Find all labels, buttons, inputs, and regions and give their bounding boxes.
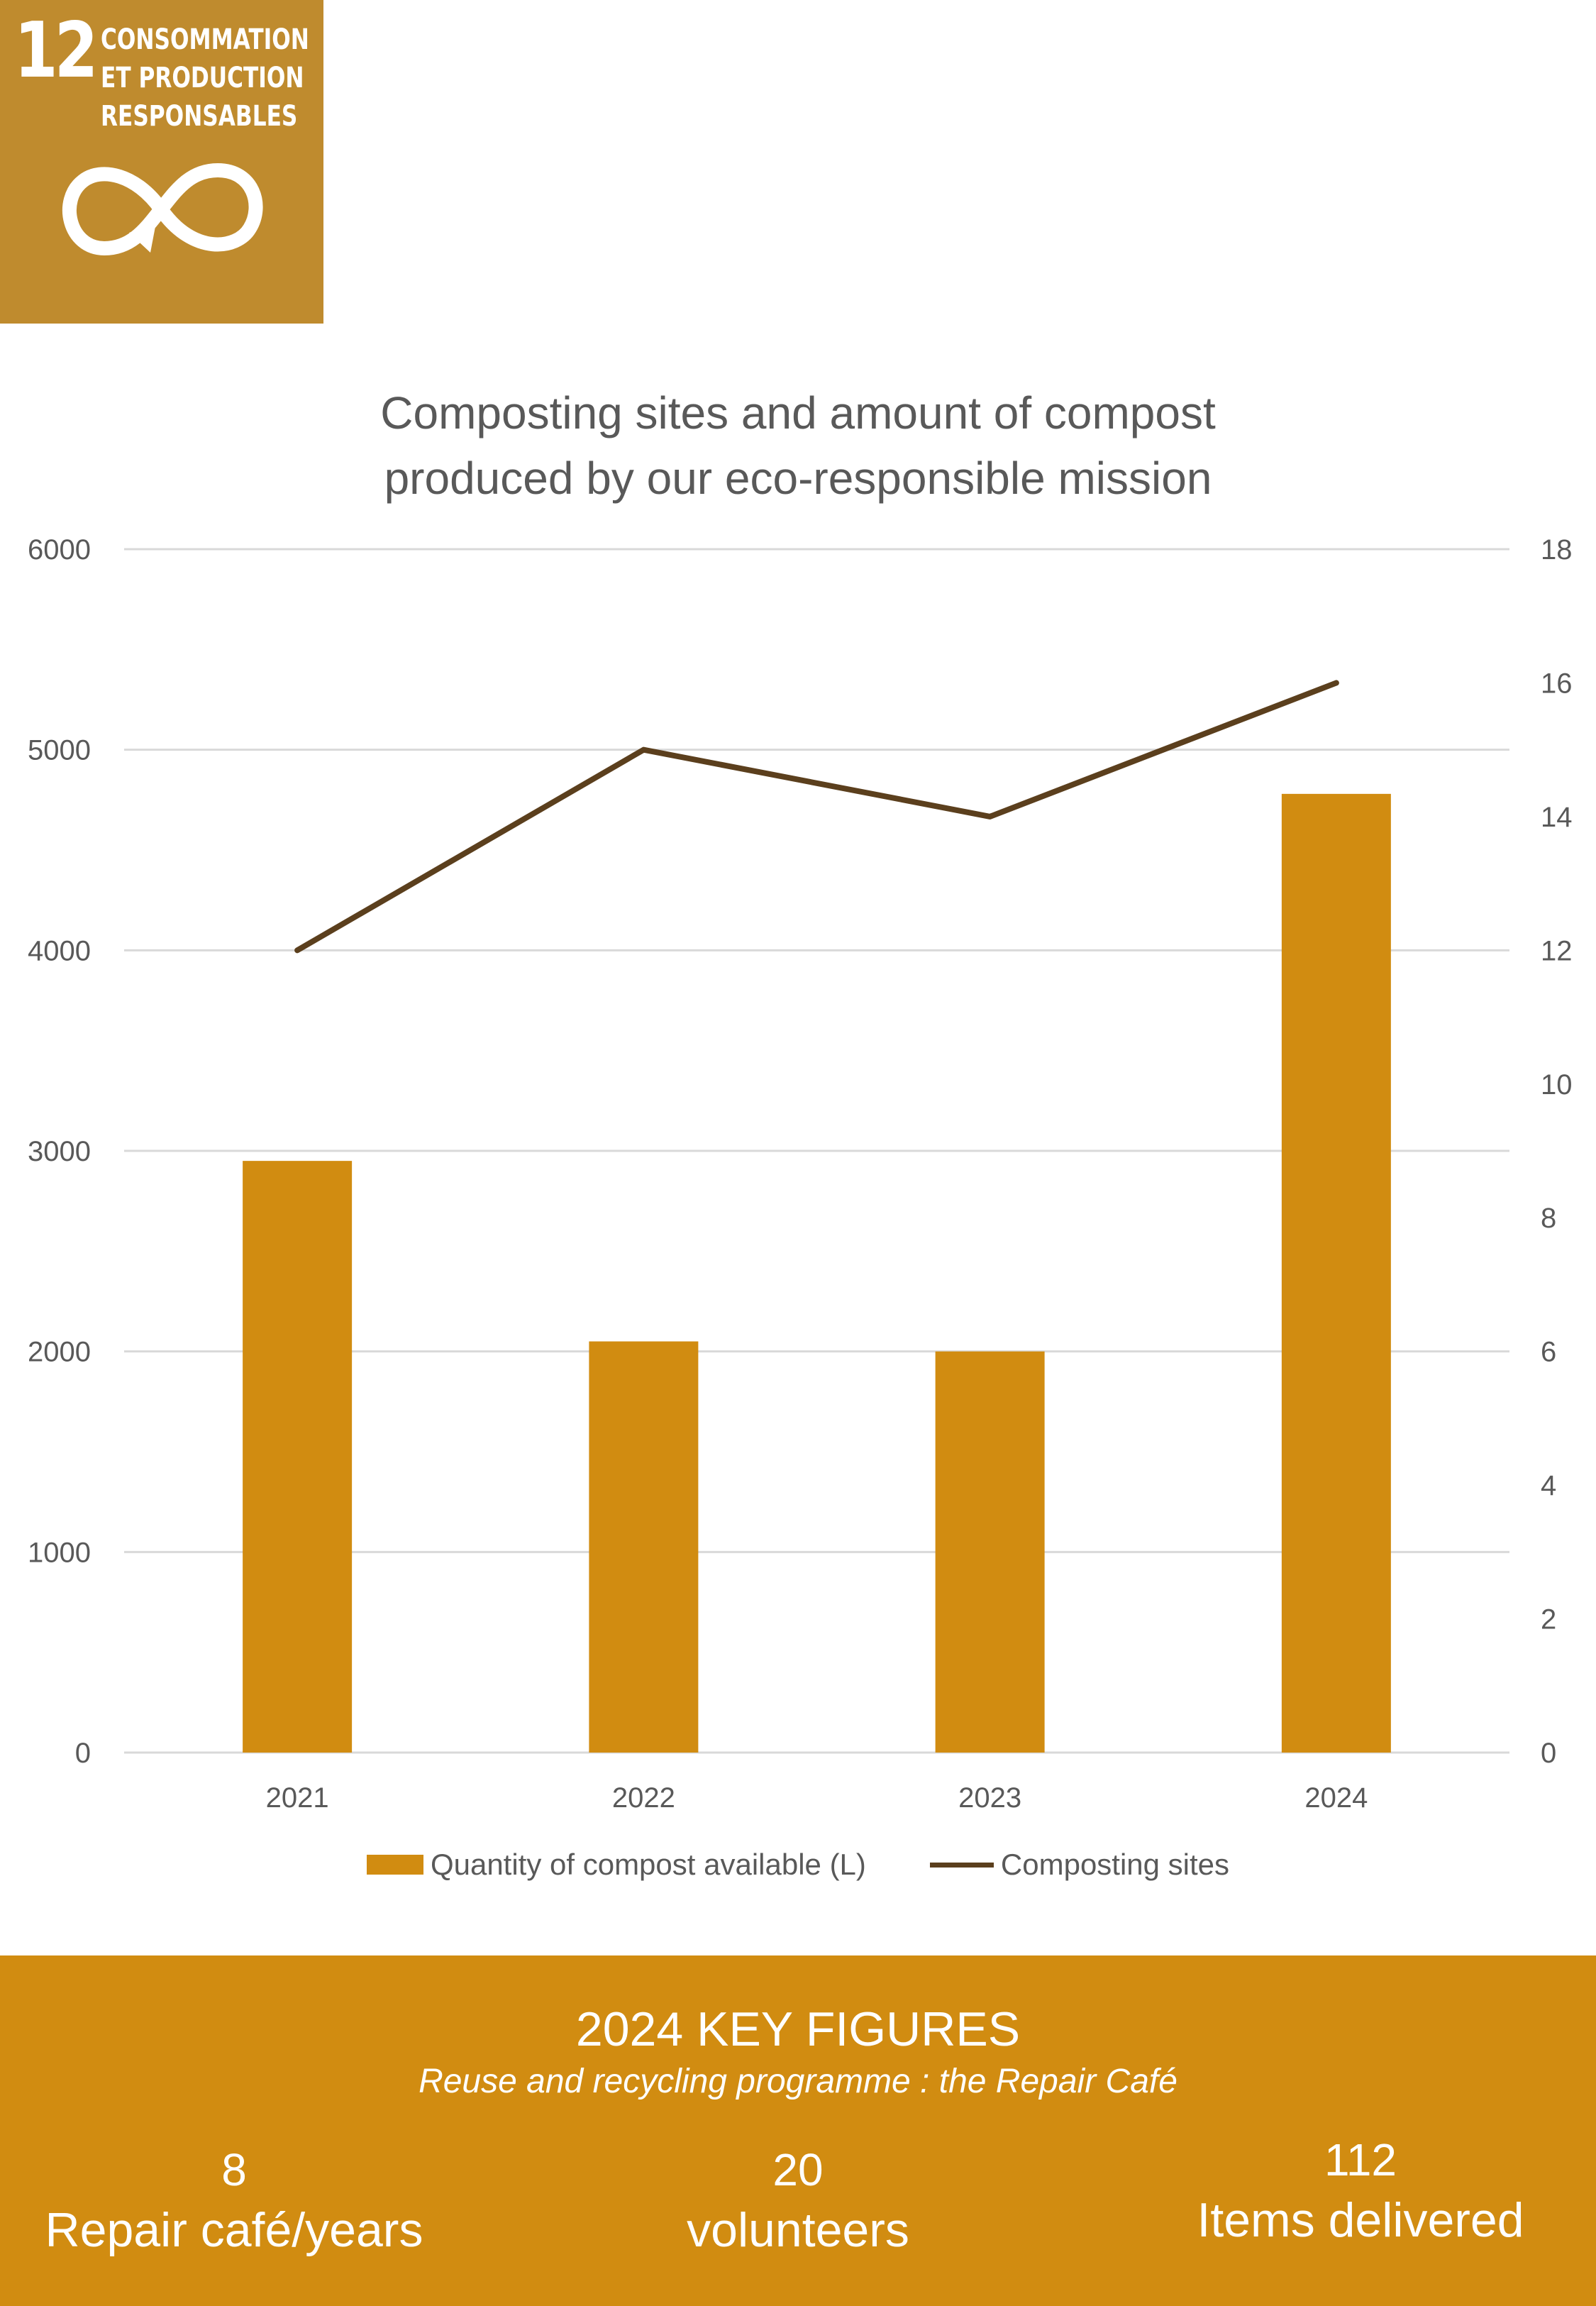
right-tick-label: 10	[1541, 1069, 1573, 1100]
compost-chart: 0 1000 2000 3000 4000 5000 6000 0 2 4 6 8 10 12 14 16 1…	[28, 534, 1573, 1814]
figure-value: 8	[221, 2144, 247, 2195]
x-tick-label: 2022	[612, 1782, 675, 1814]
sdg-title-line-3: RESPONSABLES	[101, 100, 298, 133]
key-figures-subtitle: Reuse and recycling programme : the Repa…	[419, 2063, 1177, 2100]
sdg-12-badge: 12 CONSOMMATION ET PRODUCTION RESPONSABL…	[0, 0, 323, 324]
left-tick-label: 3000	[28, 1136, 91, 1167]
right-tick-label: 8	[1541, 1203, 1556, 1234]
legend-item-compost: Quantity of compost available (L)	[366, 1848, 866, 1882]
chart-title-line-1: Composting sites and amount of compost	[380, 387, 1216, 438]
figure-items-delivered: 112 Items delivered	[1112, 2131, 1596, 2252]
composting-sites-line	[294, 680, 1339, 954]
right-tick-label: 12	[1541, 935, 1573, 966]
bar-2022	[589, 1341, 699, 1753]
line-series	[294, 680, 1339, 954]
bar-2021	[243, 1161, 353, 1753]
legend-swatch-line	[929, 1862, 994, 1868]
sdg-title-line-2: ET PRODUCTION	[101, 62, 304, 94]
figure-value: 112	[1324, 2134, 1397, 2185]
grid-lines	[124, 548, 1509, 1754]
right-tick-label: 4	[1541, 1470, 1556, 1501]
chart-legend: Quantity of compost available (L) Compos…	[0, 1848, 1596, 1882]
figure-label: Repair café/years	[45, 2203, 423, 2257]
x-tick-label: 2021	[266, 1782, 329, 1814]
infinity-arrow-icon	[62, 162, 263, 256]
right-tick-label: 14	[1541, 802, 1573, 833]
sdg-title-line-1: CONSOMMATION	[101, 23, 309, 56]
right-tick-label: 6	[1541, 1337, 1556, 1368]
legend-swatch-bar	[366, 1855, 423, 1875]
left-tick-label: 0	[75, 1738, 91, 1769]
key-figures-title: 2024 KEY FIGURES	[575, 2002, 1021, 2056]
figure-label: volunteers	[687, 2203, 909, 2257]
legend-label-compost: Quantity of compost available (L)	[430, 1848, 866, 1881]
figure-repair-cafe: 8 Repair café/years	[0, 2141, 482, 2262]
left-tick-label: 2000	[28, 1337, 91, 1368]
right-tick-label: 2	[1541, 1604, 1556, 1635]
sdg-number: 12	[14, 6, 98, 95]
bars-series	[243, 793, 1391, 1753]
left-axis-ticks: 0 1000 2000 3000 4000 5000 6000	[28, 534, 91, 1769]
legend-item-sites: Composting sites	[929, 1848, 1230, 1882]
chart-title: Composting sites and amount of compost p…	[0, 380, 1596, 511]
right-tick-label: 18	[1541, 534, 1573, 566]
figure-value: 20	[772, 2144, 824, 2195]
right-tick-label: 0	[1541, 1738, 1556, 1769]
left-tick-label: 4000	[28, 935, 91, 966]
right-axis-ticks: 0 2 4 6 8 10 12 14 16 18	[1541, 534, 1573, 1769]
bar-2024	[1281, 793, 1391, 1753]
figure-volunteers: 20 volunteers	[550, 2141, 1046, 2262]
legend-label-sites: Composting sites	[1000, 1848, 1230, 1881]
left-tick-label: 1000	[28, 1537, 91, 1568]
left-tick-label: 6000	[28, 534, 91, 566]
figure-label: Items delivered	[1197, 2193, 1524, 2247]
x-tick-label: 2024	[1304, 1782, 1368, 1814]
x-tick-label: 2023	[958, 1782, 1021, 1814]
right-tick-label: 16	[1541, 668, 1573, 699]
left-tick-label: 5000	[28, 735, 91, 766]
key-figures-panel: 2024 KEY FIGURES Reuse and recycling pro…	[0, 1955, 1596, 2306]
bar-2023	[935, 1351, 1045, 1753]
chart-title-line-2: produced by our eco-responsible mission	[384, 453, 1212, 504]
x-axis-ticks: 2021 2022 2023 2024	[266, 1782, 1368, 1814]
